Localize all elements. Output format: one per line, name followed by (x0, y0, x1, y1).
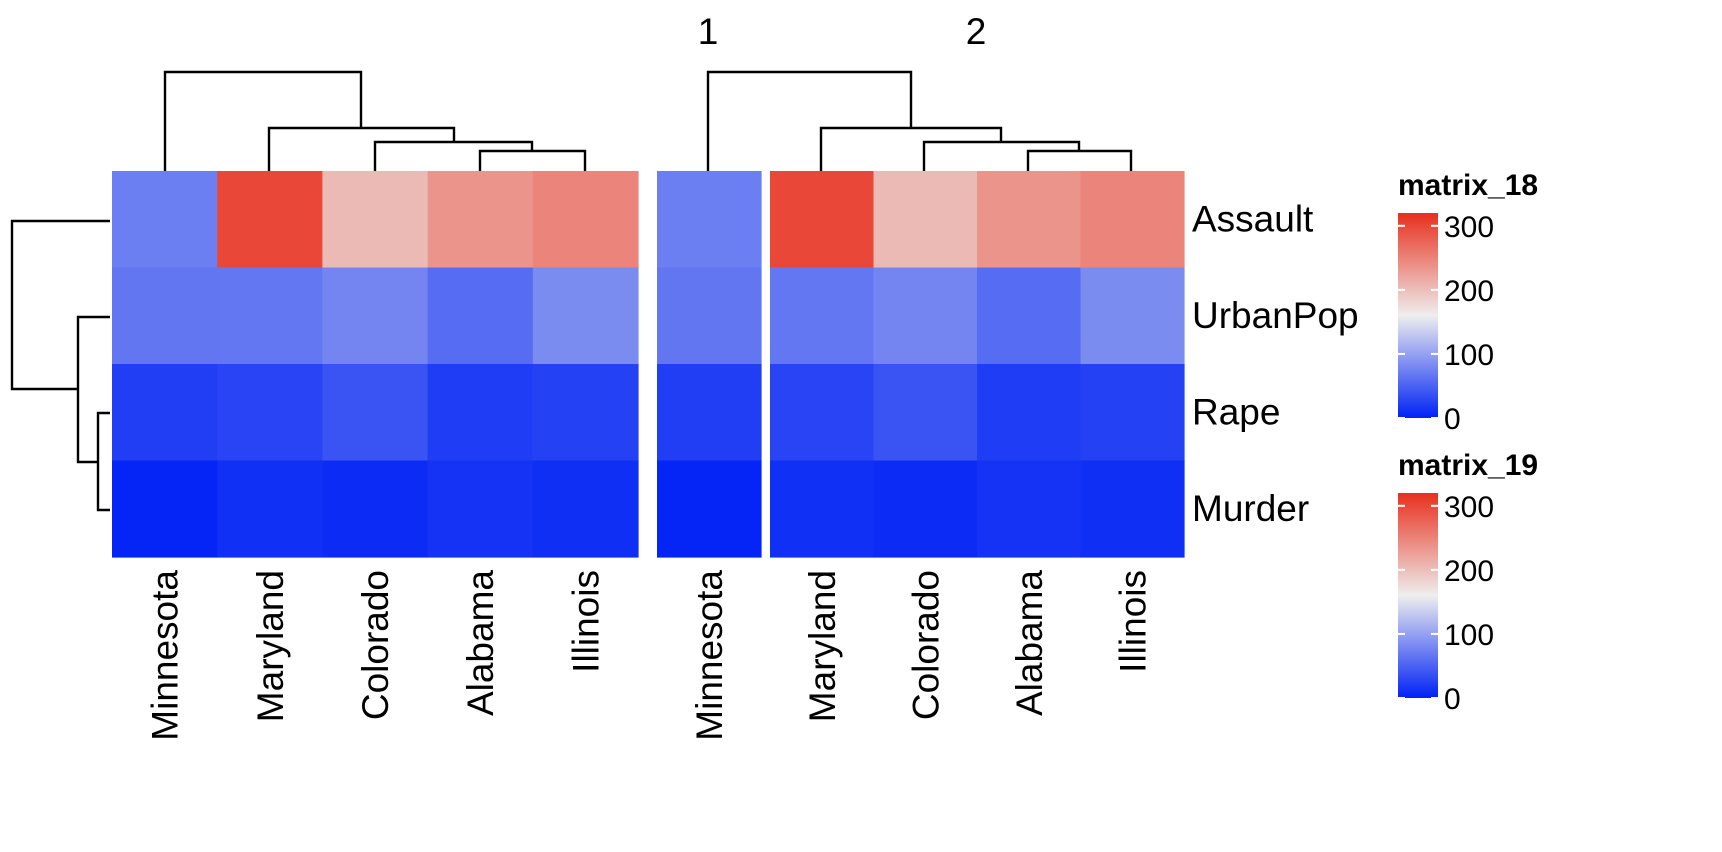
heatmap-cell-minnesota-assault (657, 171, 762, 269)
heatmap-cell-minnesota-rape (657, 364, 762, 462)
row-label-rape: Rape (1192, 391, 1280, 432)
heatmap-cell-alabama-rape (977, 364, 1082, 462)
heatmap-cell-colorado-murder (322, 460, 429, 558)
heatmap-cell-maryland-urbanpop (217, 267, 323, 365)
legend-tick-label: 100 (1444, 619, 1494, 652)
heatmap-cell-minnesota-urbanpop (657, 267, 762, 365)
dendrogram-branch (76, 315, 110, 464)
row-dendrogram (10, 219, 110, 512)
legend-tick-label: 300 (1444, 211, 1494, 244)
dendrogram-branch (163, 70, 363, 171)
heatmap-cell-illinois-rape (1080, 364, 1185, 462)
column-label-alabama: Alabama (1009, 570, 1050, 716)
heatmap-cell-minnesota-murder (112, 460, 218, 558)
heatmap-cell-maryland-rape (217, 364, 323, 462)
column-label-alabama: Alabama (460, 570, 501, 716)
column-label-illinois: Illinois (565, 570, 606, 673)
column-label-maryland: Maryland (250, 570, 291, 722)
column-split-label-1: 1 (698, 11, 719, 52)
heatmap-cell-illinois-murder (532, 460, 639, 558)
heatmap-cell-illinois-assault (1080, 171, 1185, 269)
row-label-urbanpop: UrbanPop (1192, 295, 1359, 336)
heatmap-cell-maryland-murder (770, 460, 875, 558)
dendrogram-branch (922, 140, 1081, 171)
legend-tick-label: 300 (1444, 491, 1494, 524)
legend-tick-label: 0 (1444, 403, 1461, 436)
heatmap-cell-alabama-assault (427, 171, 534, 269)
heatmap-cell-maryland-murder (217, 460, 323, 558)
heatmap-cell-alabama-murder (427, 460, 534, 558)
heatmap-cell-minnesota-urbanpop (112, 267, 218, 365)
legend-tick-label: 200 (1444, 555, 1494, 588)
legend-colorbar-0 (1398, 213, 1438, 418)
heatmap-cell-colorado-rape (873, 364, 978, 462)
heatmap-cell-colorado-murder (873, 460, 978, 558)
heatmap-cell-colorado-assault (322, 171, 429, 269)
heatmap-cell-maryland-assault (217, 171, 323, 269)
heatmap-cell-colorado-rape (322, 364, 429, 462)
dendrogram-branch (267, 126, 456, 171)
column-label-minnesota: Minnesota (689, 570, 730, 741)
dendrogram-branch (706, 70, 913, 171)
heatmap-cell-minnesota-rape (112, 364, 218, 462)
dendrogram-branch (96, 411, 110, 512)
heatmap-cell-illinois-urbanpop (532, 267, 639, 365)
dendrogram-branch (10, 219, 110, 391)
dendrogram-branch (373, 140, 534, 171)
heatmap-cell-alabama-assault (977, 171, 1082, 269)
heatmap-cell-maryland-urbanpop (770, 267, 875, 365)
heatmap-cell-alabama-urbanpop (427, 267, 534, 365)
legend-tick-label: 200 (1444, 275, 1494, 308)
heatmap-cell-alabama-urbanpop (977, 267, 1082, 365)
heatmap-cell-maryland-assault (770, 171, 875, 269)
heatmap-cell-illinois-urbanpop (1080, 267, 1185, 365)
heatmap-cell-colorado-urbanpop (322, 267, 429, 365)
legend-tick-label: 0 (1444, 683, 1461, 716)
dendrogram-branch (819, 126, 1003, 171)
column-dendrogram (163, 70, 1133, 171)
dendrogram-branch (478, 149, 587, 171)
column-label-colorado: Colorado (905, 570, 946, 720)
column-label-illinois: Illinois (1112, 570, 1153, 673)
heatmap-cell-alabama-murder (977, 460, 1082, 558)
heatmap-cell-colorado-assault (873, 171, 978, 269)
legend-title-0: matrix_18 (1398, 169, 1538, 202)
column-split-label-2: 2 (966, 11, 987, 52)
legend-colorbar-1 (1398, 493, 1438, 698)
legend-tick-label: 100 (1444, 339, 1494, 372)
heatmap-cell-illinois-assault (532, 171, 639, 269)
column-label-maryland: Maryland (802, 570, 843, 722)
heatmap-cell-illinois-rape (532, 364, 639, 462)
column-label-colorado: Colorado (355, 570, 396, 720)
dendrogram-branch (1026, 149, 1133, 171)
row-label-murder: Murder (1192, 488, 1309, 529)
legend-title-1: matrix_19 (1398, 449, 1538, 482)
heatmap-cell-minnesota-assault (112, 171, 218, 269)
heatmap-cell-illinois-murder (1080, 460, 1185, 558)
heatmap-cell-colorado-urbanpop (873, 267, 978, 365)
heatmap-cell-minnesota-murder (657, 460, 762, 558)
heatmap-cell-maryland-rape (770, 364, 875, 462)
row-label-assault: Assault (1192, 198, 1314, 239)
column-label-minnesota: Minnesota (145, 570, 186, 741)
heatmap-cell-alabama-rape (427, 364, 534, 462)
